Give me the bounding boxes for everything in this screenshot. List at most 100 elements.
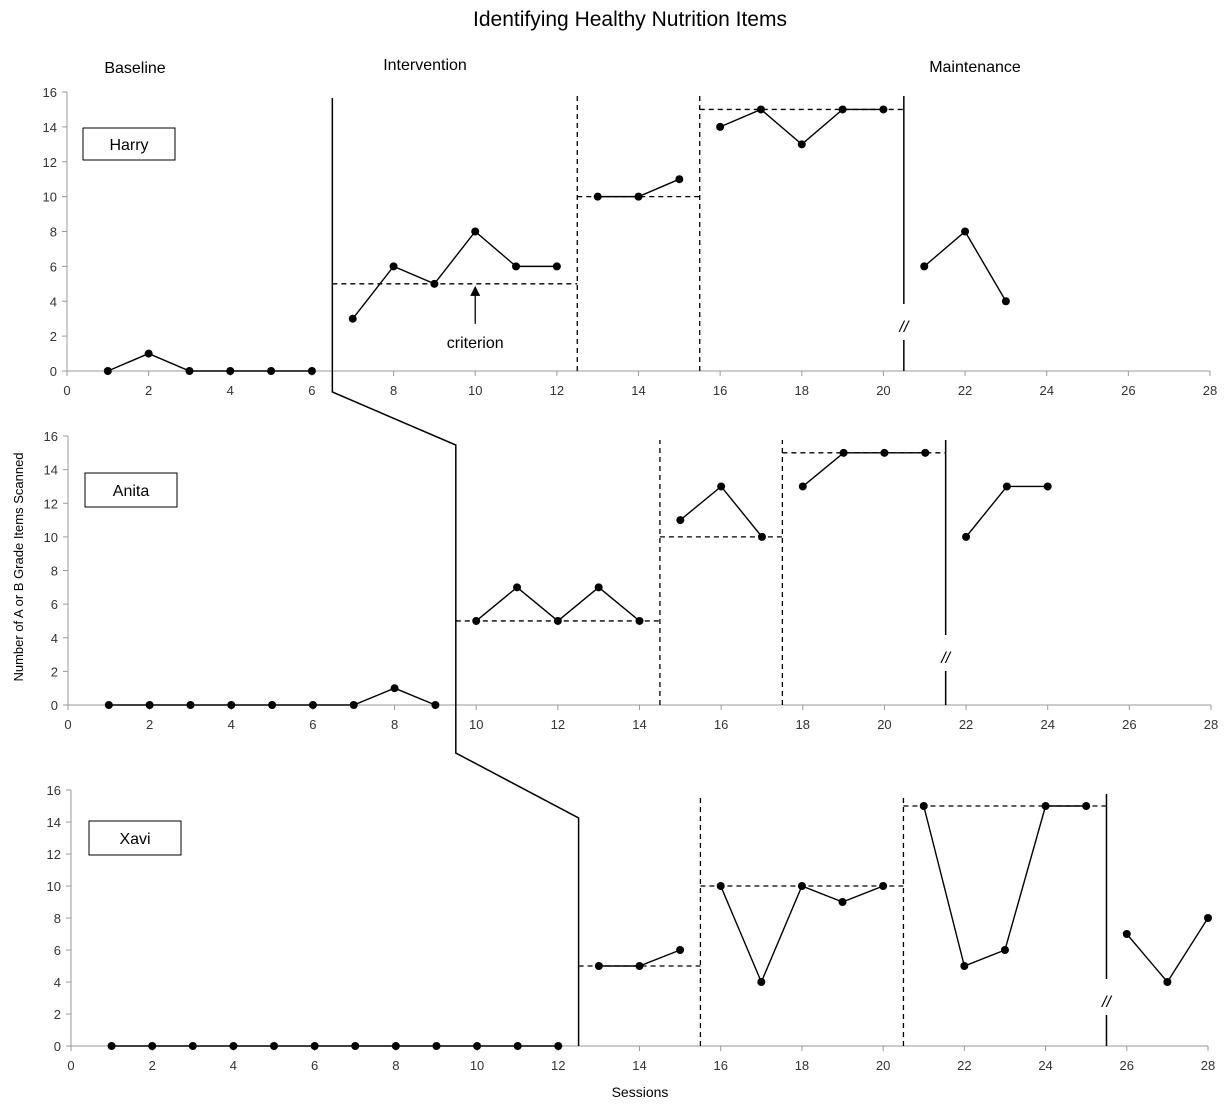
x-tick-label: 18 [795,383,809,398]
x-tick-label: 20 [876,1058,890,1073]
data-point [635,616,644,625]
x-tick-label: 26 [1120,1058,1134,1073]
x-tick-label: 12 [551,717,565,732]
data-point [188,1042,197,1050]
data-point [432,1042,441,1050]
y-tick-label: 4 [51,631,58,646]
chart-title: Identifying Healthy Nutrition Items [473,8,787,31]
axis-break-mark: // [1101,994,1112,1011]
data-point [1082,802,1091,810]
x-tick-label: 10 [468,383,482,398]
data-point [307,367,316,375]
data-line [352,230,557,320]
data-point [961,227,970,236]
x-tick-label: 12 [551,1058,565,1073]
y-tick-label: 16 [43,85,57,100]
y-tick-label: 6 [50,259,57,274]
data-line [965,485,1048,538]
x-tick-label: 10 [469,717,483,732]
x-tick-label: 16 [713,383,727,398]
x-tick-label: 6 [308,383,315,398]
data-point [473,1042,482,1050]
data-point [553,616,562,625]
x-tick-label: 22 [957,1058,971,1073]
y-tick-label: 14 [44,463,58,478]
x-axis-label: Sessions [612,1084,669,1100]
data-line [923,230,1007,302]
panel-xavi: 0 2 4 6 8 10 12 14 16 18 20 22 24 26 280246810121416Xa… [47,783,1216,1073]
y-tick-label: 12 [44,496,58,511]
data-point [675,175,684,184]
x-tick-label: 10 [470,1058,484,1073]
x-tick-label: 2 [145,383,152,398]
participant-name: Anita [113,483,150,500]
data-point [798,482,807,491]
y-tick-label: 4 [50,294,57,309]
x-tick-label: 26 [1121,383,1135,398]
data-point [797,140,806,149]
data-point [880,448,889,457]
x-tick-label: 0 [64,717,71,732]
data-point [267,367,276,375]
data-point [1000,946,1009,954]
x-tick-label: 16 [713,1058,727,1073]
data-point [513,583,522,592]
x-tick-label: 4 [230,1058,237,1073]
data-line [719,108,884,146]
x-tick-label: 28 [1201,1058,1215,1073]
data-point [593,192,602,201]
y-tick-label: 2 [50,329,57,344]
data-point [186,701,195,709]
y-axis-label: Number of A or B Grade Items Scanned [11,452,26,681]
data-point [676,946,685,954]
x-tick-label: 28 [1204,717,1218,732]
x-tick-label: 24 [1038,1058,1052,1073]
data-point [227,701,236,709]
x-tick-label: 22 [959,717,973,732]
data-point [552,262,561,271]
y-tick-label: 10 [43,190,57,205]
data-point [717,482,726,491]
y-tick-label: 12 [43,155,57,170]
x-tick-label: 18 [796,717,810,732]
axis-break-mark: // [940,650,951,667]
y-tick-label: 8 [51,564,58,579]
data-point [838,105,847,114]
data-point [471,227,480,236]
x-tick-label: 2 [149,1058,156,1073]
data-point [1043,482,1052,491]
x-tick-label: 12 [550,383,564,398]
x-tick-label: 28 [1203,383,1217,398]
data-point [308,701,317,709]
phase-label-intervention: Intervention [383,57,467,74]
data-point [920,262,929,271]
x-tick-label: 24 [1039,383,1053,398]
data-line [1126,917,1209,984]
x-tick-label: 4 [228,717,235,732]
data-line [720,885,884,984]
data-line [802,452,926,487]
y-tick-label: 0 [50,364,57,379]
data-point [1041,802,1050,810]
panels: 0 2 4 6 8 10 12 14 16 18 20 22 24 26 280246810121416Ha… [43,85,1219,1073]
panel-harry: 0 2 4 6 8 10 12 14 16 18 20 22 24 26 280246810121416Ha… [43,85,1218,398]
x-tick-label: 26 [1122,717,1136,732]
phase-label-maintenance: Maintenance [929,59,1021,76]
x-tick-label: 6 [309,717,316,732]
data-point [1204,914,1212,922]
criterion-arrowhead [470,285,481,296]
phase-label-baseline: Baseline [104,60,165,77]
data-point [756,105,765,114]
data-point [716,882,725,890]
data-point [1002,482,1011,491]
participant-name-box [82,127,176,161]
y-tick-label: 6 [51,597,58,612]
data-point [921,448,930,457]
panel-anita: 0 2 4 6 8 10 12 14 16 18 20 22 24 26 280246810121416An… [44,429,1219,732]
data-point [1001,297,1010,306]
x-tick-label: 4 [227,383,234,398]
y-tick-label: 16 [44,429,58,444]
data-point [757,978,766,986]
y-tick-label: 10 [47,879,61,894]
